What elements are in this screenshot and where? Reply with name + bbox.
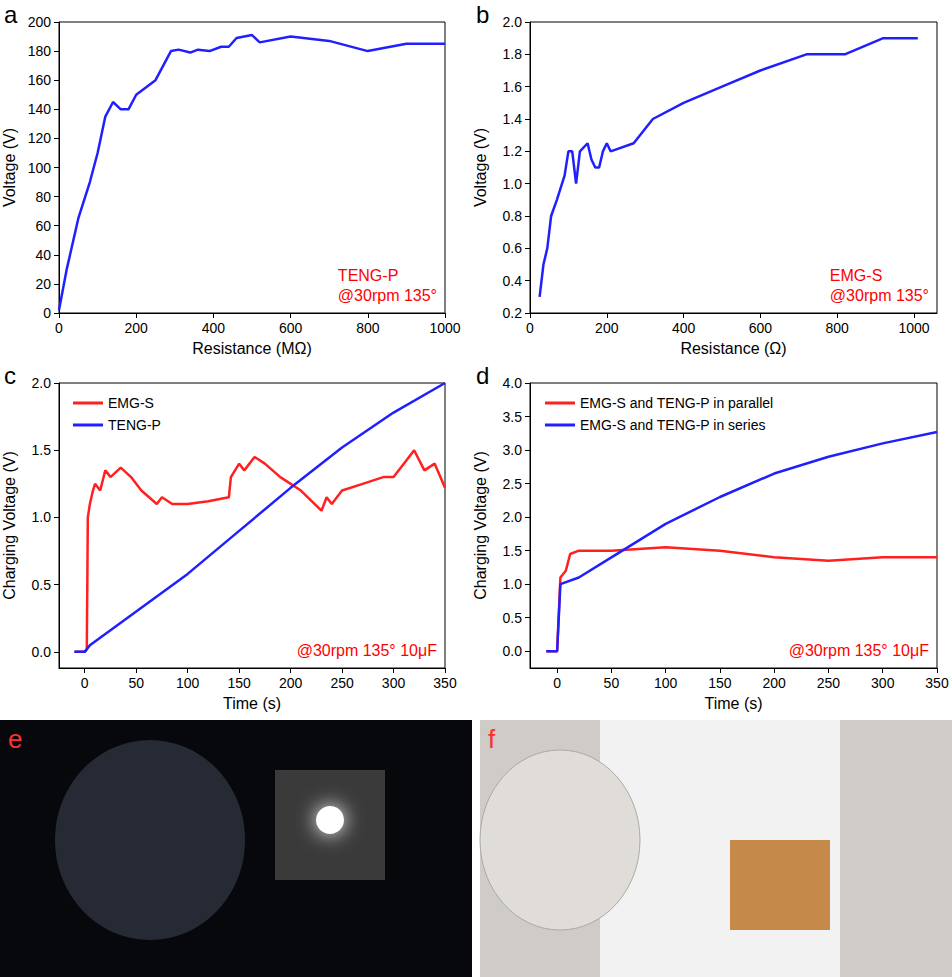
svg-text:200: 200	[125, 320, 149, 336]
svg-text:80: 80	[35, 189, 51, 205]
svg-text:@30rpm 135° 10μF: @30rpm 135° 10μF	[297, 642, 438, 659]
svg-text:200: 200	[28, 14, 52, 30]
svg-text:350: 350	[925, 675, 949, 691]
svg-text:600: 600	[749, 320, 773, 336]
svg-text:20: 20	[35, 276, 51, 292]
svg-text:100: 100	[654, 675, 678, 691]
svg-text:300: 300	[871, 675, 895, 691]
svg-text:1.0: 1.0	[503, 576, 523, 592]
svg-text:1.2: 1.2	[503, 143, 523, 159]
svg-text:Resistance (MΩ): Resistance (MΩ)	[192, 340, 312, 357]
svg-text:120: 120	[28, 130, 52, 146]
svg-text:0.4: 0.4	[503, 273, 523, 289]
svg-text:f: f	[488, 724, 496, 754]
svg-text:180: 180	[28, 43, 52, 59]
svg-text:EMG-S: EMG-S	[830, 267, 882, 284]
svg-text:0: 0	[553, 675, 561, 691]
svg-text:400: 400	[672, 320, 696, 336]
svg-text:TENG-P: TENG-P	[108, 417, 161, 433]
svg-text:150: 150	[708, 675, 732, 691]
svg-text:200: 200	[595, 320, 619, 336]
svg-text:0.6: 0.6	[503, 240, 523, 256]
svg-text:a: a	[4, 1, 18, 28]
svg-text:350: 350	[433, 675, 457, 691]
svg-text:250: 250	[330, 675, 354, 691]
svg-text:4.0: 4.0	[503, 375, 523, 391]
svg-text:0.5: 0.5	[503, 610, 523, 626]
svg-text:Voltage (V): Voltage (V)	[1, 128, 18, 207]
svg-text:@30rpm 135°: @30rpm 135°	[830, 287, 929, 304]
svg-text:1.5: 1.5	[503, 543, 523, 559]
svg-text:3.5: 3.5	[503, 409, 523, 425]
svg-text:1.8: 1.8	[503, 46, 523, 62]
svg-text:Resistance (Ω): Resistance (Ω)	[680, 340, 786, 357]
svg-text:EMG-S: EMG-S	[108, 395, 154, 411]
svg-text:1.0: 1.0	[32, 509, 52, 525]
svg-text:100: 100	[176, 675, 200, 691]
svg-text:2.0: 2.0	[503, 509, 523, 525]
svg-text:Voltage (V): Voltage (V)	[472, 128, 489, 207]
svg-text:2.0: 2.0	[32, 375, 52, 391]
svg-text:250: 250	[817, 675, 841, 691]
svg-text:b: b	[476, 1, 489, 28]
svg-text:60: 60	[35, 218, 51, 234]
svg-text:100: 100	[28, 160, 52, 176]
svg-text:40: 40	[35, 247, 51, 263]
svg-text:600: 600	[279, 320, 303, 336]
svg-text:200: 200	[279, 675, 303, 691]
svg-text:@30rpm 135° 10μF: @30rpm 135° 10μF	[789, 642, 930, 659]
svg-text:160: 160	[28, 72, 52, 88]
svg-text:800: 800	[356, 320, 380, 336]
svg-text:50: 50	[604, 675, 620, 691]
svg-text:300: 300	[382, 675, 406, 691]
svg-text:0.0: 0.0	[32, 644, 52, 660]
svg-text:0.2: 0.2	[503, 305, 523, 321]
svg-text:0: 0	[81, 675, 89, 691]
svg-text:Time (s): Time (s)	[704, 695, 762, 712]
svg-text:Time (s): Time (s)	[223, 695, 281, 712]
svg-text:Charging Voltage (V): Charging Voltage (V)	[1, 451, 18, 600]
svg-text:@30rpm 135°: @30rpm 135°	[338, 287, 437, 304]
svg-text:140: 140	[28, 101, 52, 117]
svg-text:0.5: 0.5	[32, 577, 52, 593]
svg-text:Charging Voltage (V): Charging Voltage (V)	[472, 451, 489, 600]
svg-text:0.0: 0.0	[503, 643, 523, 659]
svg-text:1.6: 1.6	[503, 79, 523, 95]
svg-text:0.8: 0.8	[503, 208, 523, 224]
svg-text:0: 0	[526, 320, 534, 336]
svg-text:TENG-P: TENG-P	[338, 267, 398, 284]
svg-text:1.4: 1.4	[503, 111, 523, 127]
svg-text:1.0: 1.0	[503, 176, 523, 192]
svg-text:2.5: 2.5	[503, 476, 523, 492]
svg-text:3.0: 3.0	[503, 442, 523, 458]
svg-text:e: e	[8, 724, 22, 754]
svg-text:d: d	[476, 362, 489, 389]
svg-text:1.5: 1.5	[32, 442, 52, 458]
svg-text:1000: 1000	[429, 320, 460, 336]
svg-text:800: 800	[825, 320, 849, 336]
svg-text:0: 0	[55, 320, 63, 336]
svg-text:EMG-S and TENG-P in series: EMG-S and TENG-P in series	[580, 417, 765, 433]
svg-text:150: 150	[227, 675, 251, 691]
svg-text:50: 50	[128, 675, 144, 691]
svg-text:c: c	[4, 362, 16, 389]
svg-text:EMG-S and TENG-P in parallel: EMG-S and TENG-P in parallel	[580, 395, 773, 411]
svg-text:1000: 1000	[898, 320, 929, 336]
svg-text:400: 400	[202, 320, 226, 336]
svg-text:2.0: 2.0	[503, 14, 523, 30]
svg-text:0: 0	[43, 305, 51, 321]
svg-text:200: 200	[763, 675, 787, 691]
